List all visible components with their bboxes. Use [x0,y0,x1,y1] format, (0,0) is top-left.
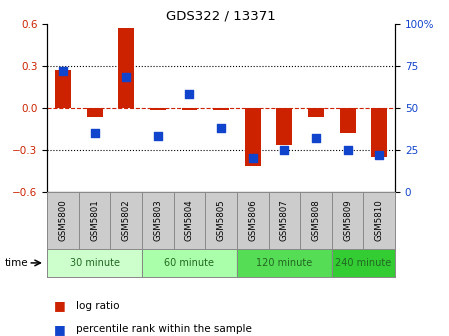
Text: ■: ■ [54,299,66,312]
Bar [332,249,395,277]
Bar [150,108,166,110]
Point [376,152,383,157]
Text: GSM5809: GSM5809 [343,199,352,241]
Text: GSM5802: GSM5802 [122,199,131,241]
Text: GSM5808: GSM5808 [312,199,321,241]
Bar [245,108,261,166]
Point [154,133,162,139]
Text: GSM5810: GSM5810 [375,199,384,241]
Bar [340,108,356,133]
Bar [181,108,198,110]
Point [344,147,351,152]
Text: 60 minute: 60 minute [164,258,215,268]
Point [217,125,224,130]
Text: GSM5807: GSM5807 [280,199,289,241]
Text: log ratio: log ratio [76,301,120,311]
Point [186,91,193,97]
Text: GSM5805: GSM5805 [216,199,226,241]
Point [59,68,66,73]
Bar [277,108,292,145]
Text: time: time [4,258,28,268]
Text: GSM5803: GSM5803 [154,199,163,241]
Text: ■: ■ [54,323,66,336]
Text: GSM5800: GSM5800 [58,199,67,241]
Text: GSM5806: GSM5806 [248,199,257,241]
Title: GDS322 / 13371: GDS322 / 13371 [166,9,276,23]
Point [91,130,98,135]
Text: GSM5801: GSM5801 [90,199,99,241]
Text: 240 minute: 240 minute [335,258,392,268]
Bar [55,70,71,108]
Text: 30 minute: 30 minute [70,258,119,268]
Bar [213,108,229,110]
Bar [119,28,134,108]
Bar [87,108,102,117]
Bar [142,249,237,277]
Bar [371,108,387,157]
Bar [237,249,332,277]
Bar [308,108,324,117]
Point [249,155,256,161]
Text: percentile rank within the sample: percentile rank within the sample [76,324,252,334]
Text: 120 minute: 120 minute [256,258,313,268]
Point [281,147,288,152]
Point [313,135,320,140]
Bar [47,249,142,277]
Point [123,75,130,80]
Text: GSM5804: GSM5804 [185,199,194,241]
